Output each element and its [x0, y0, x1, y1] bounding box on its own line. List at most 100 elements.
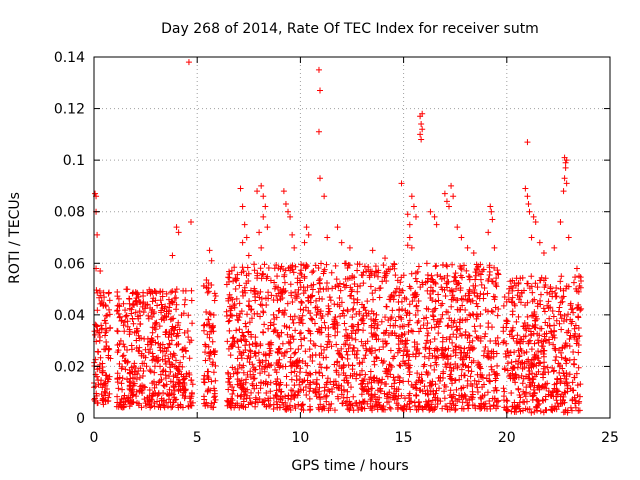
data-point: [159, 305, 166, 312]
data-point: [211, 290, 218, 297]
data-point: [372, 318, 379, 325]
data-point: [181, 380, 188, 387]
data-point: [233, 295, 240, 302]
data-points: [91, 59, 585, 416]
data-point: [427, 284, 434, 291]
data-point: [160, 390, 167, 397]
data-point: [205, 316, 212, 323]
data-point: [129, 315, 136, 322]
data-point: [143, 403, 150, 410]
data-point: [376, 387, 383, 394]
data-point: [427, 388, 434, 395]
data-point: [358, 381, 365, 388]
data-point: [170, 382, 177, 389]
data-point: [570, 279, 577, 286]
data-point: [556, 369, 563, 376]
data-point: [530, 330, 537, 337]
data-point: [391, 396, 398, 403]
data-point: [368, 392, 375, 399]
data-point: [504, 398, 511, 405]
data-point: [469, 396, 476, 403]
data-point: [554, 376, 561, 383]
data-point: [300, 290, 307, 297]
data-point: [321, 319, 328, 326]
data-point: [127, 382, 134, 389]
data-point: [102, 320, 109, 327]
data-point: [448, 182, 455, 189]
data-point: [512, 404, 519, 411]
data-point: [439, 311, 446, 318]
data-point: [210, 348, 217, 355]
data-point: [333, 319, 340, 326]
data-point: [346, 401, 353, 408]
data-point: [228, 267, 235, 274]
data-point: [184, 327, 191, 334]
data-point: [236, 326, 243, 333]
data-point: [423, 325, 430, 332]
data-point: [200, 393, 207, 400]
data-point: [405, 378, 412, 385]
data-point: [303, 369, 310, 376]
data-point: [408, 398, 415, 405]
data-point: [308, 293, 315, 300]
data-point: [556, 304, 563, 311]
data-point: [282, 349, 289, 356]
data-point: [103, 339, 110, 346]
data-point: [437, 318, 444, 325]
data-point: [139, 372, 146, 379]
data-point: [352, 336, 359, 343]
data-point: [283, 373, 290, 380]
data-point: [376, 285, 383, 292]
data-point: [463, 267, 470, 274]
data-point: [344, 402, 351, 409]
data-point: [380, 329, 387, 336]
data-point: [144, 341, 151, 348]
data-point: [287, 313, 294, 320]
data-point: [457, 285, 464, 292]
data-point: [104, 312, 111, 319]
data-point: [348, 384, 355, 391]
data-point: [354, 347, 361, 354]
data-point: [162, 357, 169, 364]
data-point: [106, 390, 113, 397]
data-point: [395, 395, 402, 402]
data-point: [424, 332, 431, 339]
data-point: [467, 312, 474, 319]
data-point: [460, 405, 467, 412]
data-point: [106, 306, 113, 313]
data-point: [390, 374, 397, 381]
data-point: [154, 302, 161, 309]
data-point: [287, 396, 294, 403]
data-point: [167, 351, 174, 358]
data-point: [346, 274, 353, 281]
data-point: [148, 338, 155, 345]
data-point: [96, 329, 103, 336]
data-point: [367, 348, 374, 355]
data-point: [146, 367, 153, 374]
data-point: [402, 360, 409, 367]
data-point: [432, 280, 439, 287]
data-point: [157, 297, 164, 304]
data-point: [298, 329, 305, 336]
data-point: [261, 261, 268, 268]
data-point: [454, 364, 461, 371]
data-point: [268, 341, 275, 348]
data-point: [423, 260, 430, 267]
data-point: [340, 307, 347, 314]
data-point: [570, 348, 577, 355]
data-point: [251, 267, 258, 274]
data-point: [287, 267, 294, 274]
data-point: [458, 385, 465, 392]
data-point: [209, 404, 216, 411]
data-point: [210, 328, 217, 335]
data-point: [323, 392, 330, 399]
data-point: [239, 384, 246, 391]
data-point: [151, 308, 158, 315]
data-point: [561, 380, 568, 387]
data-point: [413, 392, 420, 399]
data-point: [225, 274, 232, 281]
data-point: [399, 323, 406, 330]
data-point: [103, 312, 110, 319]
data-point: [281, 322, 288, 329]
